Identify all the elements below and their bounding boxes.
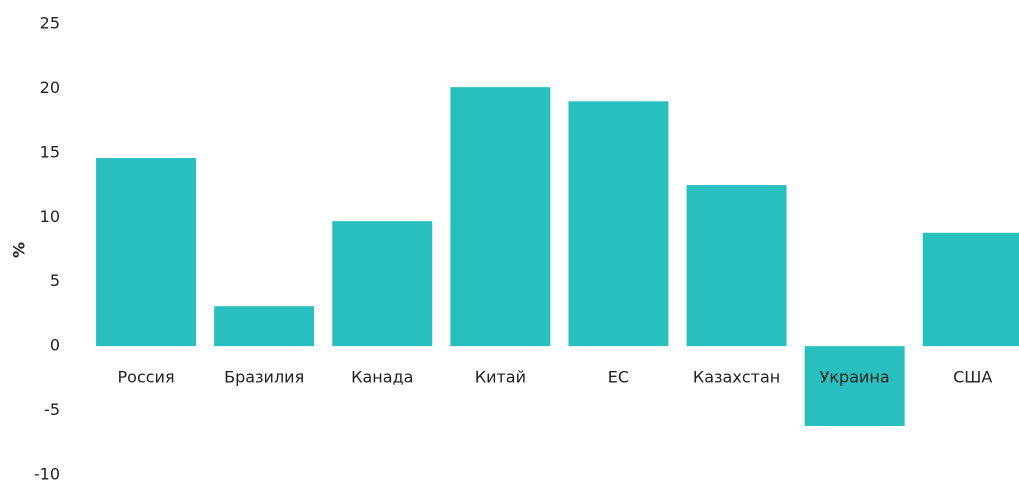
y-tick-label: 10	[40, 207, 60, 226]
bar	[450, 87, 551, 347]
bar	[332, 221, 433, 347]
x-tick-label: ЕС	[608, 368, 629, 387]
x-tick-label: Россия	[118, 368, 175, 387]
x-tick-label: Канада	[351, 368, 413, 387]
x-tick-label: Китай	[475, 368, 526, 387]
bar	[686, 185, 787, 347]
y-tick-label: 20	[40, 78, 60, 97]
x-tick-label: США	[953, 368, 992, 387]
bar	[568, 101, 669, 347]
y-axis-label: %	[10, 242, 29, 258]
y-tick-label: 0	[50, 336, 60, 355]
y-tick-label: 5	[50, 271, 60, 290]
x-tick-label: Украина	[820, 368, 890, 387]
y-tick-label: -10	[34, 465, 60, 482]
bar	[804, 346, 905, 427]
x-tick-label: Бразилия	[224, 368, 304, 387]
y-tick-label: 25	[40, 14, 60, 33]
bar	[96, 158, 197, 347]
x-tick-label: Казахстан	[693, 368, 780, 387]
bar	[214, 306, 315, 347]
y-tick-label: 15	[40, 142, 60, 161]
bar	[922, 232, 1019, 347]
y-tick-label: -5	[44, 400, 60, 419]
